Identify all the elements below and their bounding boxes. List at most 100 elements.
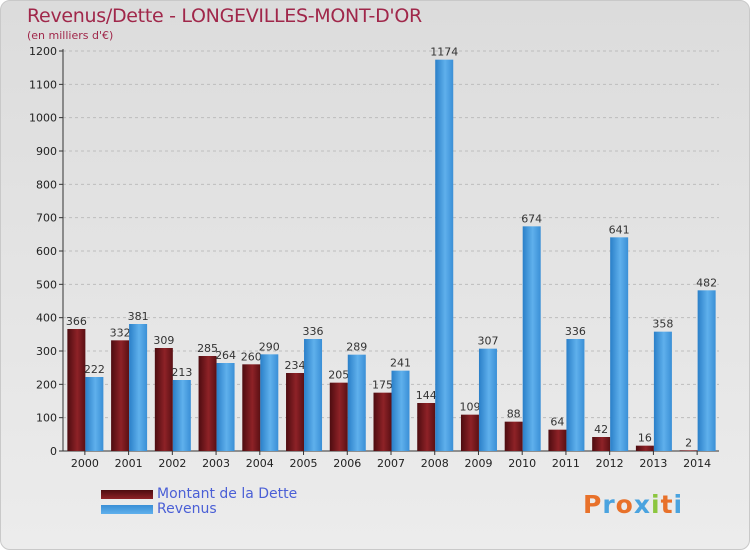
data-label: 307: [477, 335, 498, 348]
data-label: 109: [459, 401, 480, 414]
data-label: 641: [609, 223, 630, 236]
y-tick-label: 500: [36, 278, 57, 291]
data-label: 290: [259, 340, 280, 353]
bar-dette: [592, 437, 611, 451]
data-label: 42: [594, 423, 608, 436]
y-tick-label: 0: [50, 445, 57, 458]
x-tick-label: 2006: [333, 457, 361, 470]
x-tick-label: 2004: [246, 457, 274, 470]
y-tick-label: 1000: [29, 112, 57, 125]
bar-revenus: [85, 377, 104, 451]
bar-revenus: [172, 380, 191, 451]
bar-revenus: [478, 348, 497, 451]
bar-revenus: [435, 59, 454, 452]
bar-revenus: [391, 370, 410, 451]
data-label: 674: [521, 212, 542, 225]
x-tick-label: 2010: [508, 457, 536, 470]
bar-revenus: [697, 290, 716, 451]
y-tick-label: 800: [36, 178, 57, 191]
y-tick-label: 400: [36, 312, 57, 325]
bar-dette: [242, 364, 261, 451]
x-tick-label: 2003: [202, 457, 230, 470]
data-label: 144: [416, 389, 437, 402]
logo-letter: i: [673, 490, 684, 519]
x-tick-label: 2005: [290, 457, 318, 470]
y-tick-label: 700: [36, 212, 57, 225]
bar-dette: [460, 414, 479, 451]
y-tick-label: 1100: [29, 78, 57, 91]
data-label: 1174: [430, 46, 458, 59]
legend-label-dette: Montant de la Dette: [157, 486, 298, 502]
data-label: 2: [685, 436, 692, 449]
bar-revenus: [260, 354, 279, 451]
bar-dette: [635, 445, 654, 451]
y-tick-label: 200: [36, 378, 57, 391]
logo-letter: o: [615, 490, 634, 519]
data-label: 482: [696, 276, 717, 289]
bar-dette: [154, 348, 173, 451]
bar-dette: [286, 373, 305, 451]
logo-letter: i: [651, 490, 661, 519]
data-label: 358: [652, 318, 673, 331]
data-label: 234: [285, 359, 306, 372]
logo-letter: r: [602, 490, 616, 519]
bar-revenus: [522, 226, 541, 451]
bar-revenus: [653, 331, 672, 451]
bar-dette: [679, 450, 698, 451]
legend-swatch-revenus: [101, 505, 153, 514]
data-label: 336: [565, 325, 586, 338]
x-tick-label: 2013: [639, 457, 667, 470]
data-label: 336: [303, 325, 324, 338]
data-label: 64: [550, 416, 564, 429]
bar-dette: [329, 382, 348, 451]
logo-letter: x: [633, 490, 651, 519]
y-tick-label: 300: [36, 345, 57, 358]
data-label: 285: [197, 342, 218, 355]
chart-title: Revenus/Dette - LONGEVILLES-MONT-D'OR: [27, 5, 422, 27]
x-tick-label: 2000: [71, 457, 99, 470]
logo-letter: t: [660, 490, 674, 519]
chart-subtitle: (en milliers d'€): [27, 29, 114, 42]
x-tick-label: 2009: [464, 457, 492, 470]
x-tick-label: 2002: [158, 457, 186, 470]
legend-swatch-dette: [101, 490, 153, 499]
data-label: 88: [507, 408, 521, 421]
x-tick-label: 2014: [683, 457, 711, 470]
x-tick-label: 2001: [115, 457, 143, 470]
logo-letter: P: [583, 490, 603, 519]
bar-revenus: [129, 324, 148, 451]
data-label: 289: [346, 341, 367, 354]
y-tick-label: 1200: [29, 45, 57, 58]
data-label: 175: [372, 379, 393, 392]
bar-dette: [67, 329, 86, 451]
x-tick-label: 2011: [552, 457, 580, 470]
data-label: 205: [328, 369, 349, 382]
data-label: 264: [215, 349, 236, 362]
data-label: 260: [241, 350, 262, 363]
y-tick-label: 100: [36, 412, 57, 425]
bar-revenus: [216, 363, 235, 451]
bar-revenus: [566, 339, 585, 451]
bar-dette: [548, 429, 567, 451]
data-label: 381: [128, 310, 149, 323]
data-label: 332: [110, 326, 131, 339]
proxiti-logo: Proxiti: [583, 490, 683, 519]
bar-dette: [373, 392, 392, 451]
x-tick-label: 2007: [377, 457, 405, 470]
bar-dette: [417, 403, 436, 451]
data-label: 222: [84, 363, 105, 376]
data-label: 309: [153, 334, 174, 347]
bar-revenus: [610, 237, 629, 451]
x-tick-label: 2008: [421, 457, 449, 470]
y-tick-label: 900: [36, 145, 57, 158]
bar-dette: [504, 421, 523, 451]
data-label: 366: [66, 315, 87, 328]
data-label: 213: [171, 366, 192, 379]
bar-revenus: [347, 354, 366, 451]
data-label: 16: [638, 432, 652, 445]
bar-dette: [198, 356, 217, 451]
legend-label-revenus: Revenus: [157, 501, 217, 517]
x-tick-label: 2012: [596, 457, 624, 470]
